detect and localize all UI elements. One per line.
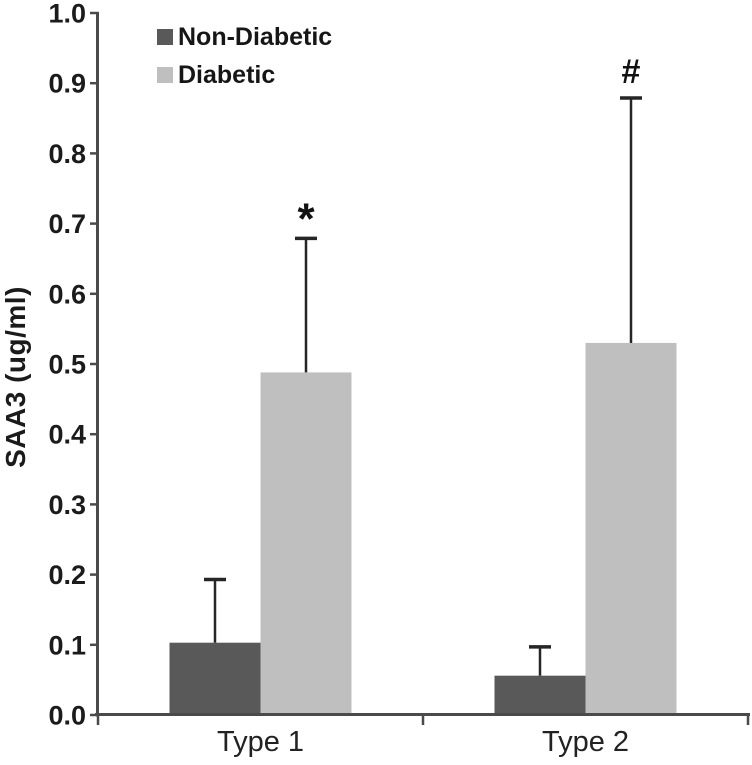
legend: Non-Diabetic Diabetic	[157, 23, 332, 103]
x-category-label: Type 2	[542, 726, 629, 758]
y-tick-label: 0.1	[48, 630, 86, 660]
legend-item-non-diabetic: Non-Diabetic	[157, 23, 332, 51]
legend-item-diabetic: Diabetic	[157, 61, 332, 89]
legend-label-diabetic: Diabetic	[178, 60, 276, 89]
bar-type-1-diabetic	[260, 372, 352, 715]
significance-hash: #	[622, 53, 641, 91]
x-category-label: Type 1	[217, 726, 304, 758]
significance-asterisk: *	[297, 194, 315, 243]
diabetic-swatch-icon	[157, 67, 173, 83]
y-tick-label: 0.6	[48, 279, 86, 309]
y-tick-label: 0.0	[48, 701, 86, 731]
y-tick-label: 1.0	[48, 0, 86, 29]
legend-label-non-diabetic: Non-Diabetic	[178, 22, 333, 51]
y-tick-label: 0.8	[48, 139, 86, 169]
y-tick-label: 0.3	[48, 490, 86, 520]
y-tick-label: 0.9	[48, 69, 86, 99]
y-tick-label: 0.4	[48, 420, 86, 450]
y-axis-title: SAA3 (ug/ml)	[0, 286, 31, 468]
bar-type-1-non-diabetic	[169, 642, 261, 715]
non-diabetic-swatch-icon	[157, 29, 173, 45]
bar-type-2-diabetic	[585, 342, 677, 715]
y-tick-label: 0.2	[48, 560, 86, 590]
y-tick-label: 0.5	[48, 350, 86, 380]
y-tick-label: 0.7	[48, 209, 86, 239]
bar-type-2-non-diabetic	[494, 675, 586, 715]
